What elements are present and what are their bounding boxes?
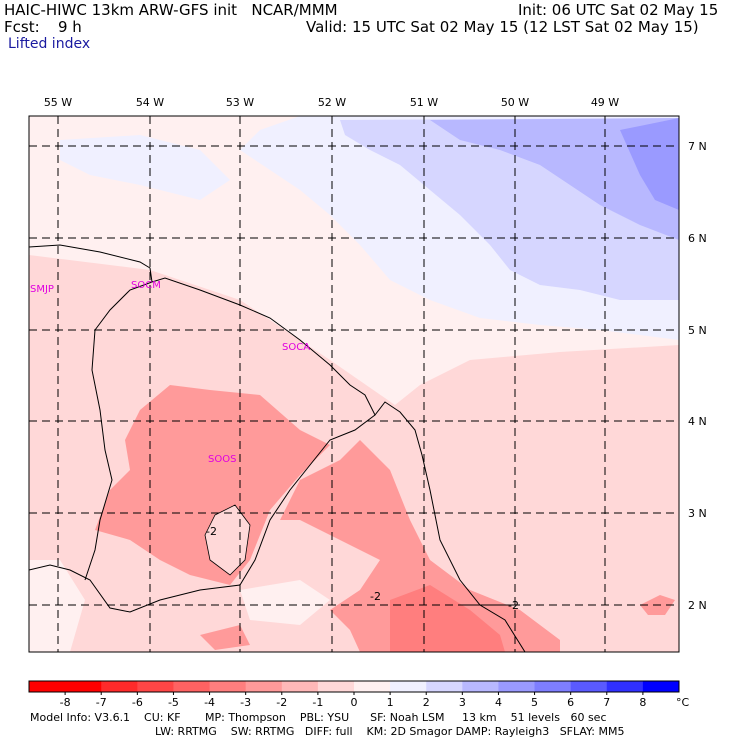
station-label: SOOS	[208, 454, 236, 465]
field-name: Lifted index	[8, 36, 91, 52]
lat-label: 3 N	[688, 507, 707, 520]
station-label: SOCM	[131, 280, 161, 291]
coastline-borders	[29, 244, 526, 652]
lon-label: 55 W	[44, 96, 72, 109]
color-scale-segment	[29, 681, 66, 692]
color-scale-segment	[498, 681, 536, 692]
lon-label: 49 W	[591, 96, 619, 109]
color-scale-tick-label: -7	[96, 696, 107, 709]
contour-lines	[204, 504, 251, 576]
color-scale-tick-label: 8	[639, 696, 646, 709]
color-scale-tick-label: -6	[132, 696, 143, 709]
color-scale-segment	[570, 681, 608, 692]
lon-label: 52 W	[318, 96, 346, 109]
color-scale-tick-label: 0	[351, 696, 358, 709]
color-scale-tick-label: -3	[240, 696, 251, 709]
lat-label: 6 N	[688, 232, 707, 245]
lat-label: 5 N	[688, 324, 707, 337]
color-scale-segment	[65, 681, 102, 692]
contour-label: -2	[206, 525, 217, 538]
color-scale-tick-label: 2	[423, 696, 430, 709]
color-scale-ticks: -8 -7 -6 -5 -4 -3 -2 -1 0 1 2 3 4 5 6 7 8	[60, 692, 646, 709]
lat-label: 4 N	[688, 415, 707, 428]
lon-label: 50 W	[501, 96, 529, 109]
color-scale-tick-label: -1	[312, 696, 323, 709]
contour-label: -2	[508, 599, 519, 612]
color-scale-bar	[28, 680, 680, 693]
lon-label: 54 W	[136, 96, 164, 109]
color-scale-tick-label: -5	[168, 696, 179, 709]
color-scale-segment	[137, 681, 174, 692]
color-scale-segment	[642, 681, 680, 692]
init-time: Init: 06 UTC Sat 02 May 15	[518, 1, 719, 19]
color-scale-segment	[281, 681, 319, 692]
color-scale-segment	[173, 681, 211, 692]
model-info-line2: LW: RRTMG SW: RRTMG DIFF: full KM: 2D Sm…	[155, 725, 625, 738]
model-info-line1: Model Info: V3.6.1 CU: KF MP: Thompson P…	[30, 711, 607, 724]
color-scale-tick-label: 4	[495, 696, 502, 709]
forecast-label: Fcst:	[4, 18, 40, 36]
shaded-field	[29, 116, 679, 652]
lat-label: 7 N	[688, 140, 707, 153]
color-scale-tick-label: 3	[459, 696, 466, 709]
color-scale-segment	[354, 681, 391, 692]
unit-label: °C	[676, 696, 690, 709]
color-scale-segment	[462, 681, 499, 692]
lon-label: 53 W	[226, 96, 254, 109]
lat-lon-grid	[29, 116, 679, 652]
color-scale-segment	[534, 681, 572, 692]
station-label: SOCA	[282, 342, 310, 353]
color-scale-segment	[209, 681, 247, 692]
color-scale-segment	[606, 681, 644, 692]
color-scale-segment	[245, 681, 283, 692]
color-scale-tick-label: 1	[387, 696, 394, 709]
contour-label: -2	[370, 590, 381, 603]
station-label: SMJP	[30, 284, 54, 295]
map-frame	[28, 115, 680, 653]
lon-label: 51 W	[410, 96, 438, 109]
color-scale-tick-label: -2	[276, 696, 287, 709]
color-scale-tick-label: -4	[204, 696, 215, 709]
lat-label: 2 N	[688, 599, 707, 612]
model-title: HAIC-HIWC 13km ARW-GFS init NCAR/MMM	[4, 1, 338, 19]
forecast-hour: 9 h	[58, 18, 82, 36]
color-scale-tick-label: -8	[60, 696, 71, 709]
valid-time: Valid: 15 UTC Sat 02 May 15 (12 LST Sat …	[306, 18, 699, 36]
color-scale-segment	[390, 681, 427, 692]
color-scale-segment	[101, 681, 138, 692]
color-scale-tick-label: 7	[603, 696, 610, 709]
color-scale-tick-label: 5	[531, 696, 538, 709]
color-scale-tick-label: 6	[567, 696, 574, 709]
color-scale-segment	[426, 681, 463, 692]
color-scale-segment	[317, 681, 355, 692]
